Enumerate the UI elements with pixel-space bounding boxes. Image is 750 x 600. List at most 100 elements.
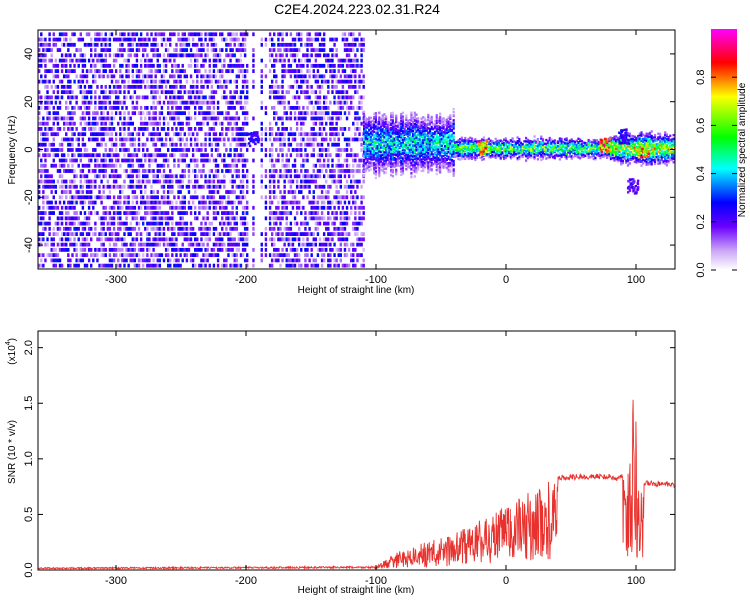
spectrogram-cell — [391, 146, 394, 149]
spectrogram-cell — [373, 125, 376, 128]
spectrogram-cell — [58, 32, 62, 37]
spectrogram-cell — [356, 58, 359, 63]
spectrogram-cell — [108, 258, 112, 263]
spectrogram-cell — [218, 48, 222, 52]
spectrogram-cell — [40, 232, 43, 236]
spectrogram-cell — [223, 116, 226, 121]
spectrogram-cell — [83, 84, 87, 89]
spectrogram-cell — [62, 158, 66, 163]
spectrogram-cell — [189, 195, 193, 200]
spectrogram-cell — [48, 226, 51, 231]
spectrogram-cell — [67, 258, 70, 263]
spectrogram-cell — [129, 232, 132, 236]
spectrogram-cell — [333, 174, 336, 179]
spectrogram-cell — [164, 48, 168, 52]
spectrogram-cell — [279, 221, 282, 226]
spectrogram-cell — [65, 195, 68, 200]
spectrogram-cell — [289, 221, 293, 226]
spectrogram-cell — [142, 216, 145, 221]
spectrogram-cell — [260, 174, 263, 179]
spectrogram-cell — [139, 232, 143, 236]
spectrogram-cell — [123, 211, 126, 215]
spectrogram-cell — [322, 37, 326, 42]
spectrogram-cell — [306, 269, 308, 273]
spectrogram-cell — [154, 74, 157, 79]
spectrogram-cell — [243, 121, 247, 126]
spectrogram-cell — [239, 58, 243, 63]
spectrogram-cell — [335, 190, 338, 194]
spectrogram-cell — [148, 179, 151, 184]
spectrogram-cell — [364, 169, 367, 173]
spectrogram-cell — [106, 237, 110, 242]
spectrogram-cell — [260, 132, 263, 137]
spectrogram-cell — [117, 106, 120, 110]
spectrogram-cell — [275, 53, 278, 58]
spectrogram-cell — [119, 48, 122, 52]
spectrogram-cell — [216, 153, 220, 158]
spectrogram-cell — [169, 32, 172, 37]
spectrogram-cell — [73, 111, 76, 116]
spectrogram-cell — [146, 32, 149, 37]
spectrogram-cell — [308, 232, 311, 236]
spectrogram-cell — [44, 174, 47, 179]
spectrogram-cell — [166, 48, 170, 52]
spectrogram-cell — [67, 216, 70, 221]
spectrogram-cell — [200, 247, 203, 252]
spectrogram-cell — [48, 106, 51, 110]
spectrogram-cell — [110, 216, 114, 221]
spectrogram-cell — [94, 153, 97, 158]
spectrogram-cell — [137, 211, 141, 215]
spectrogram-cell — [231, 116, 234, 121]
spectrogram-cell — [46, 242, 49, 247]
spectrogram-cell — [373, 112, 376, 115]
spectrogram-cell — [150, 211, 153, 215]
spectrogram-cell — [381, 121, 384, 124]
spectrogram-cell — [52, 179, 55, 184]
spectrogram-cell — [121, 74, 124, 79]
spectrogram-cell — [223, 84, 226, 89]
spectrogram-cell — [347, 48, 351, 52]
spectrogram-cell — [214, 32, 218, 37]
spectrogram-cell — [200, 174, 203, 179]
spectrogram-cell — [137, 242, 141, 247]
spectrogram-cell — [302, 221, 305, 226]
spectrogram-cell — [56, 106, 60, 110]
spectrogram-cell — [390, 173, 393, 177]
spectrogram-cell — [335, 127, 338, 131]
spectrogram-cell — [246, 121, 249, 126]
spectrogram-cell — [117, 200, 120, 205]
spectrogram-cell — [325, 247, 328, 252]
spectrogram-cell — [314, 216, 318, 221]
spectrogram-cell — [166, 179, 170, 184]
spectrogram-cell — [96, 69, 99, 73]
spectrogram-cell — [52, 253, 55, 258]
spectrogram-cell — [75, 184, 78, 189]
spectrogram-cell — [268, 216, 272, 221]
spectrogram-cell — [42, 237, 45, 242]
spectrogram-cell — [390, 143, 393, 146]
spectrogram-cell — [366, 134, 369, 137]
spectrogram-cell — [212, 253, 216, 258]
spectrogram-cell — [327, 200, 330, 205]
spectrogram-cell — [69, 53, 72, 58]
spectrogram-cell — [388, 121, 391, 124]
spectrogram-cell — [104, 211, 107, 215]
spectrogram-cell — [383, 140, 386, 144]
spectrogram-cell — [314, 184, 318, 189]
spectrogram-cell — [386, 133, 389, 136]
spectrogram-cell — [67, 142, 70, 147]
spectrogram-cell — [384, 151, 388, 154]
spectrogram-cell — [67, 95, 70, 100]
spectrogram-cell — [312, 205, 315, 210]
spectrogram-cell — [78, 269, 80, 273]
spectrogram-cell — [227, 163, 230, 168]
spectrogram-cell — [231, 179, 234, 184]
spectrogram-cell — [279, 216, 282, 221]
spectrogram-cell — [79, 184, 82, 189]
spectrogram-cell — [179, 53, 182, 58]
spectrogram-cell — [202, 242, 205, 247]
spectrogram-cell — [110, 116, 114, 121]
spectrogram-cell — [350, 100, 353, 105]
spectrogram-cell — [204, 269, 206, 273]
spectrogram-cell — [268, 211, 272, 215]
